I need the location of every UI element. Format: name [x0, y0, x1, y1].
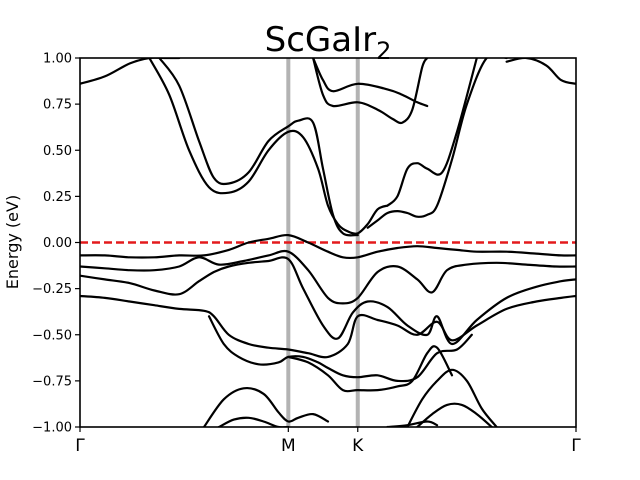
band-line-11: [80, 256, 576, 346]
x-tick-label: M: [281, 436, 296, 456]
band-line-12: [80, 294, 576, 359]
band-line-15: [202, 386, 330, 427]
band-line-14: [287, 345, 454, 393]
y-tick-label: −0.50: [32, 328, 72, 343]
band-line-16: [217, 416, 290, 427]
y-tick-label: 0.50: [43, 144, 72, 159]
band-line-18: [416, 402, 493, 427]
band-series-group: [80, 58, 576, 427]
x-tick-label: Γ: [571, 436, 581, 456]
y-axis-label: Energy (eV): [3, 195, 22, 289]
y-tick-label: 0.25: [43, 190, 72, 205]
chart-title-subscript: 2: [376, 37, 391, 65]
y-tick-label: −0.75: [32, 374, 72, 389]
band-line-5: [366, 58, 508, 229]
band-line-9: [80, 233, 576, 260]
band-line-1: [80, 58, 181, 85]
band-line-17: [406, 368, 498, 427]
y-tick-label: 1.00: [43, 52, 72, 67]
band-line-7: [312, 58, 429, 125]
band-line-6: [312, 58, 429, 108]
y-tick-label: −1.00: [32, 421, 72, 436]
chart-title: ScGaIr2: [265, 20, 392, 65]
band-line-3: [158, 58, 359, 237]
band-line-4: [386, 58, 478, 207]
band-line-10: [80, 249, 576, 305]
y-tick-label: −0.25: [32, 282, 72, 297]
y-axis-ticks: −1.00 −0.75 −0.50 −0.25 0.00 0.25 0.50 0.75 1.00: [32, 52, 80, 436]
band-line-13: [207, 315, 473, 383]
chart-title-main: ScGaIr: [265, 20, 376, 60]
x-tick-label: K: [352, 436, 364, 456]
y-tick-label: 0.00: [43, 236, 72, 251]
y-tick-label: 0.75: [43, 98, 72, 113]
band-line-2: [148, 58, 389, 235]
x-tick-label: Γ: [75, 436, 85, 456]
